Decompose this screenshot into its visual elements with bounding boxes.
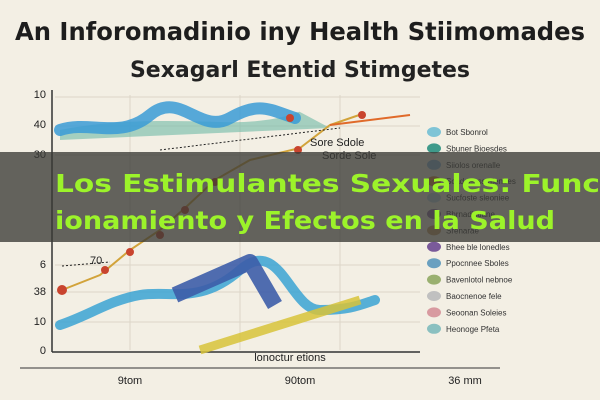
legend-entry: Bavenlotol nebnoe — [446, 276, 513, 285]
point-label: 70 — [90, 255, 102, 267]
legend-icon — [427, 241, 441, 252]
legend-entry: Bhee ble lonedles — [446, 243, 510, 252]
dashed-line — [61, 261, 111, 267]
curve-navy — [171, 254, 282, 310]
legend-icon — [427, 307, 441, 318]
banner-text: Los Estimulantes Sexuales: Func — [55, 169, 600, 198]
y-label: 6 — [40, 259, 46, 271]
legend-entry: Ppocnnee Sboles — [446, 259, 509, 268]
legend-icon — [427, 127, 441, 137]
curve-red — [329, 114, 411, 126]
y-label: 40 — [34, 119, 46, 131]
legend-entry: Heonoge Pfeta — [446, 325, 500, 334]
legend-entry: Seoonan Soleies — [446, 308, 507, 317]
legend-entry: Sbuner Bioesdes — [446, 144, 507, 153]
legend-icon — [427, 143, 441, 154]
point-label: Sore Sdole — [310, 137, 364, 149]
banner-text: ionamiento y Efectos en la Salud — [55, 206, 555, 235]
legend-entry: Bot Sbonrol — [446, 128, 488, 137]
banner — [0, 152, 600, 242]
x-label: 9tom — [118, 375, 142, 387]
subtitle: Sexagarl Etentid Stimgetes — [130, 58, 470, 83]
y-label: 10 — [34, 316, 46, 328]
x-label: 36 mm — [448, 375, 482, 387]
legend-icon — [427, 323, 441, 334]
legend-entry: Baocnenoe fele — [446, 292, 502, 301]
legend-icon — [427, 258, 441, 269]
x-label: 90tom — [285, 375, 316, 387]
curve-yellow — [198, 295, 362, 355]
legend-icon — [427, 274, 441, 285]
y-label: 10 — [34, 89, 46, 101]
area-band — [60, 111, 330, 140]
x-caption: lonoctur etions — [254, 352, 326, 364]
legend-icon — [427, 291, 441, 301]
y-label: 0 — [40, 345, 46, 357]
title: An Inforomadinio iny Health Stiimomades — [15, 17, 585, 46]
curve-blue — [54, 101, 301, 136]
y-label: 38 — [34, 286, 46, 298]
